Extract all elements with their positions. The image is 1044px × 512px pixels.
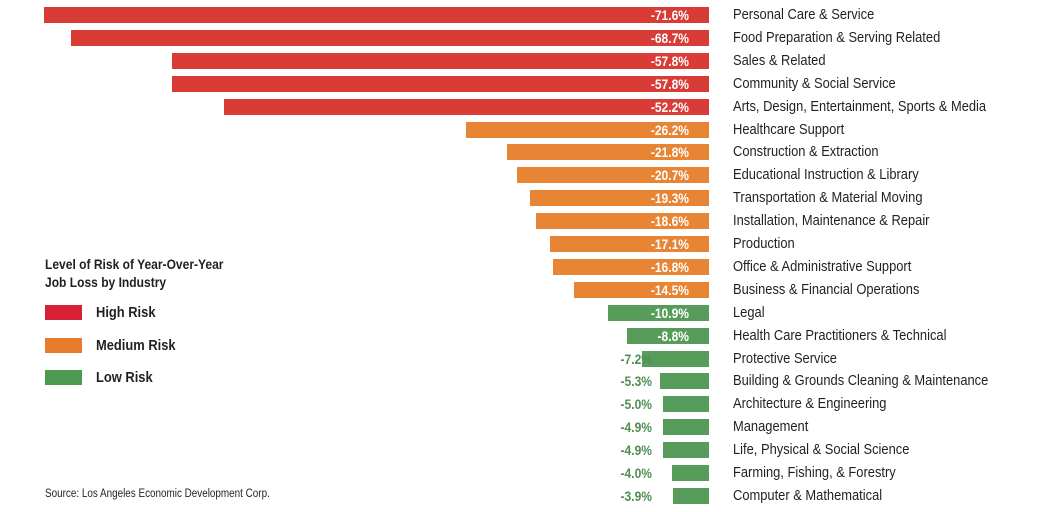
bar	[224, 99, 709, 115]
value-label: -52.2%	[650, 99, 689, 115]
category-label: Production	[733, 235, 795, 252]
bar	[516, 167, 709, 183]
category-label: Farming, Fishing, & Forestry	[733, 464, 896, 481]
category-label: Architecture & Engineering	[733, 395, 887, 412]
category-label: Community & Social Service	[733, 75, 896, 92]
category-label: Food Preparation & Serving Related	[733, 29, 941, 46]
value-label: -68.7%	[650, 30, 689, 46]
bar	[172, 53, 709, 69]
value-label: -5.3%	[620, 373, 652, 389]
legend-title-line-2: Job Loss by Industry	[45, 274, 167, 290]
value-label: -21.8%	[650, 144, 689, 160]
category-label: Management	[733, 418, 809, 435]
value-label: -5.0%	[620, 396, 652, 412]
value-label: -14.5%	[650, 282, 689, 298]
bar	[574, 282, 709, 298]
bar	[672, 488, 709, 504]
category-label: Healthcare Support	[733, 121, 845, 138]
value-label: -20.7%	[650, 167, 689, 183]
category-label: Arts, Design, Entertainment, Sports & Me…	[733, 98, 987, 115]
legend-label-low-risk: Low Risk	[96, 369, 153, 386]
value-label: -4.9%	[620, 419, 652, 435]
bar	[70, 30, 709, 46]
bar	[662, 396, 709, 412]
bar	[627, 328, 709, 344]
value-label: -17.1%	[650, 236, 689, 252]
bar	[642, 351, 709, 367]
category-label: Computer & Mathematical	[733, 487, 883, 504]
legend-swatch-low-risk	[45, 370, 82, 385]
category-label: Business & Financial Operations	[733, 281, 920, 298]
bar	[44, 7, 709, 23]
value-label: -8.8%	[657, 328, 689, 344]
value-label: -3.9%	[620, 488, 652, 504]
category-label: Transportation & Material Moving	[733, 189, 923, 206]
category-label: Protective Service	[733, 350, 837, 367]
bar	[552, 259, 709, 275]
category-label: Installation, Maintenance & Repair	[733, 212, 930, 229]
legend-label-medium-risk: Medium Risk	[96, 337, 176, 354]
value-label: -16.8%	[650, 259, 689, 275]
value-label: -4.0%	[620, 465, 652, 481]
bar	[550, 236, 709, 252]
value-label: -57.8%	[650, 53, 689, 69]
value-label: -26.2%	[650, 122, 689, 138]
bar	[671, 465, 709, 481]
bar	[506, 144, 709, 160]
category-label: Life, Physical & Social Science	[733, 441, 910, 458]
bar	[529, 190, 709, 206]
legend-title: Level of Risk of Year-Over-Year Job Loss…	[45, 255, 269, 291]
category-label: Health Care Practitioners & Technical	[733, 327, 947, 344]
legend-swatch-medium-risk	[45, 338, 82, 353]
value-label: -71.6%	[650, 7, 689, 23]
bar	[659, 373, 709, 389]
legend-label-high-risk: High Risk	[96, 304, 156, 321]
value-label: -7.2%	[620, 351, 652, 367]
category-label: Sales & Related	[733, 52, 826, 69]
category-label: Office & Administrative Support	[733, 258, 912, 275]
category-label: Construction & Extraction	[733, 143, 879, 160]
bar	[663, 419, 709, 435]
value-label: -19.3%	[650, 190, 689, 206]
bar	[663, 442, 709, 458]
category-label: Educational Instruction & Library	[733, 166, 919, 183]
legend-title-line-1: Level of Risk of Year-Over-Year	[45, 256, 224, 272]
bar	[172, 76, 709, 92]
category-label: Personal Care & Service	[733, 6, 875, 23]
legend-swatch-high-risk	[45, 305, 82, 320]
source-note: Source: Los Angeles Economic Development…	[45, 488, 270, 500]
value-label: -4.9%	[620, 442, 652, 458]
bar	[607, 305, 709, 321]
value-label: -57.8%	[650, 76, 689, 92]
bar	[465, 122, 709, 138]
bar	[536, 213, 709, 229]
value-label: -10.9%	[650, 305, 689, 321]
category-label: Building & Grounds Cleaning & Maintenanc…	[733, 372, 989, 389]
category-label: Legal	[733, 304, 765, 321]
value-label: -18.6%	[650, 213, 689, 229]
